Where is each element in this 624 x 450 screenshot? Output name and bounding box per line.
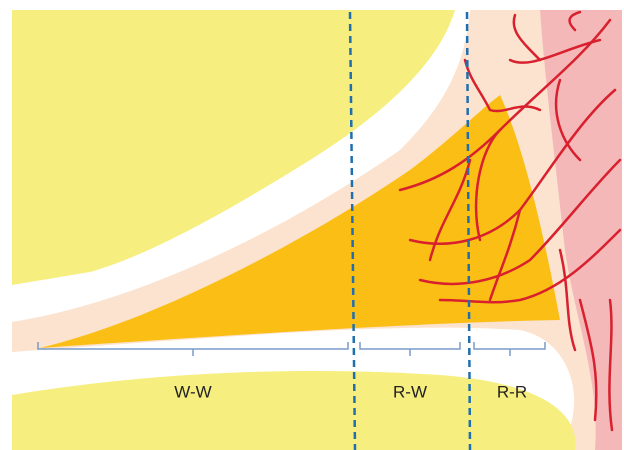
zone-label: R-R [497, 382, 527, 401]
zone-label: W-W [174, 382, 211, 401]
diagram: W-W R-W R-R [0, 0, 624, 450]
zone-label: R-W [393, 382, 427, 401]
